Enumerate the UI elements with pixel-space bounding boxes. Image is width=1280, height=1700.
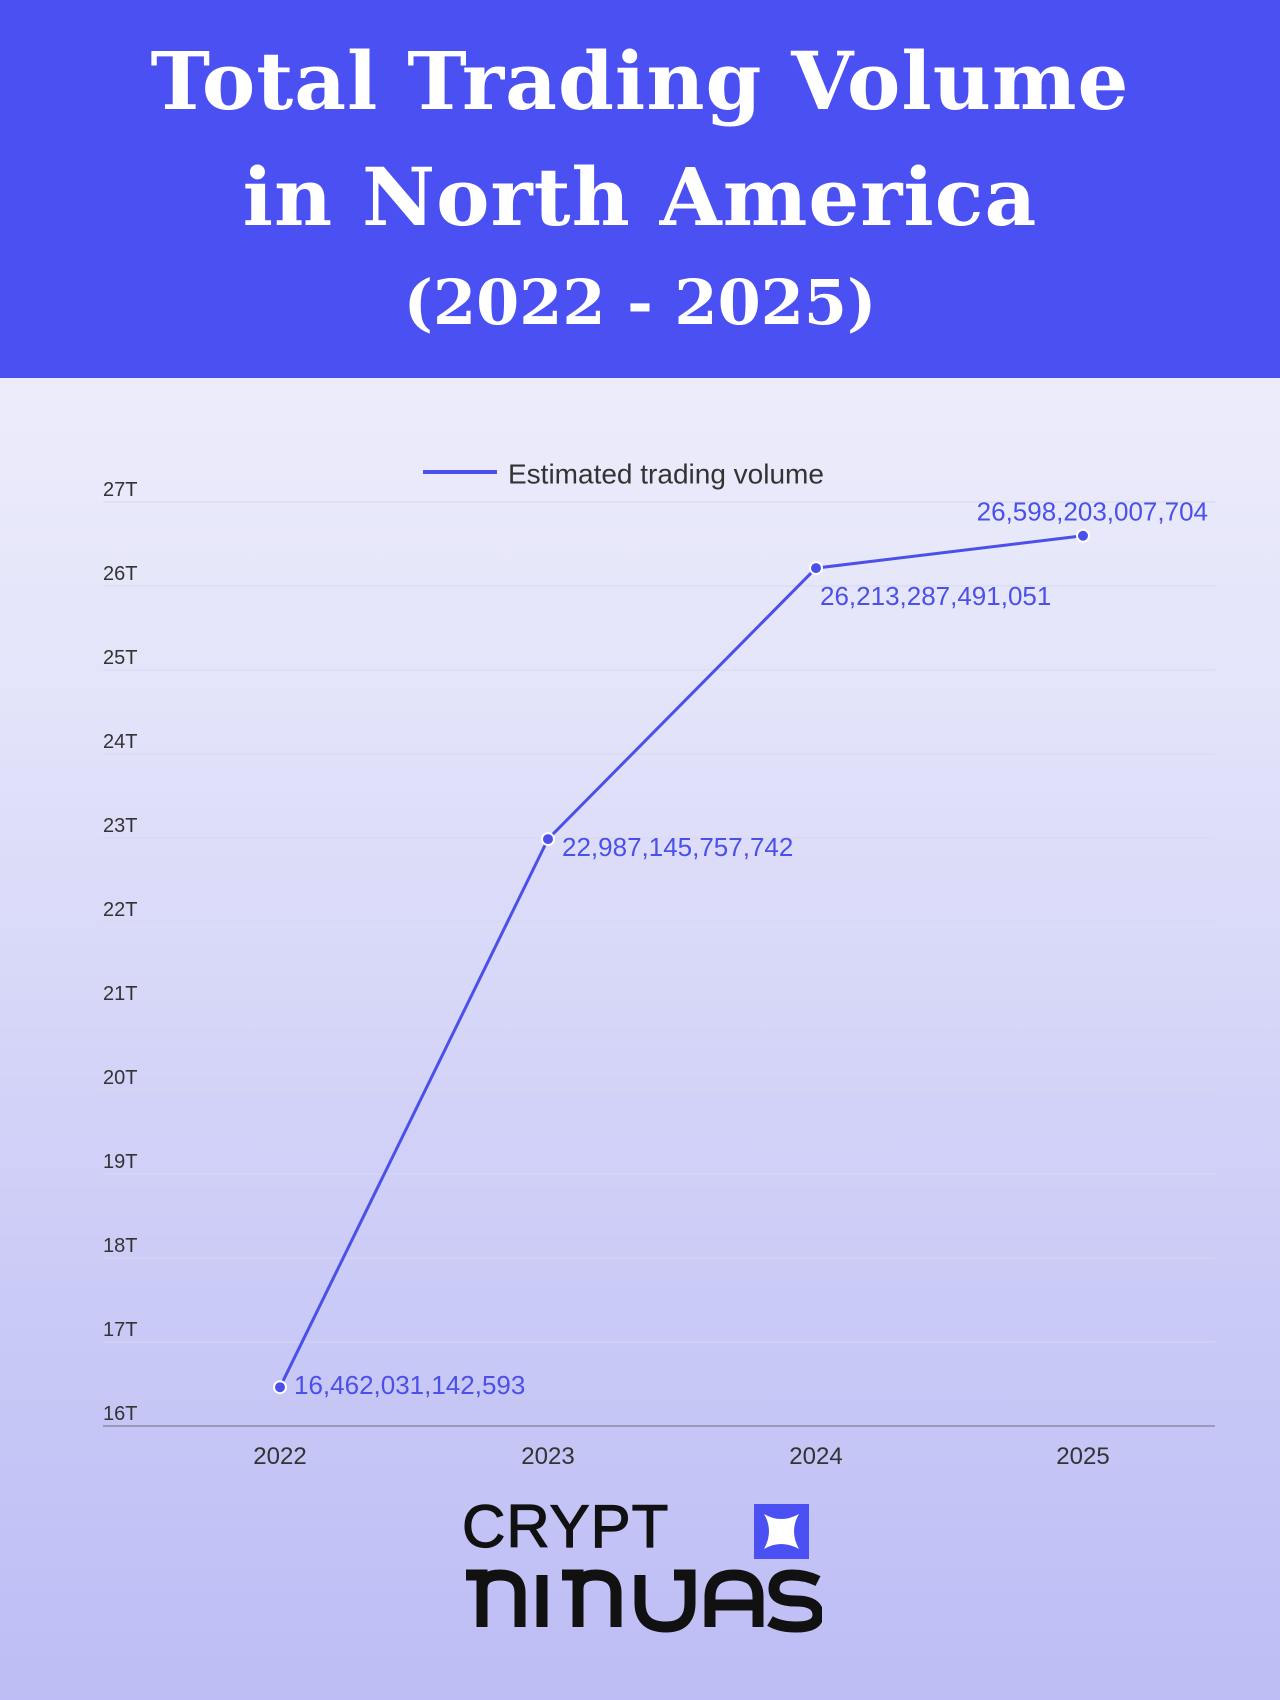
logo-wordmark-top: CRYPT xyxy=(461,1493,670,1560)
y-tick-label: 24T xyxy=(103,731,137,753)
x-tick-label: 2022 xyxy=(253,1443,306,1470)
data-label: 22,987,145,757,742 xyxy=(562,832,793,862)
x-axis-ticks: 2022 2023 2024 2025 xyxy=(253,1443,1109,1470)
title-years: (2022 - 2025) xyxy=(403,266,877,339)
y-tick-label: 26T xyxy=(103,563,137,585)
y-tick-label: 16T xyxy=(103,1403,137,1425)
legend: Estimated trading volume xyxy=(423,458,824,489)
line-chart: 16T 17T 18T 19T 20T 21T 22T 23T 24T 25T 26T 27T 202… xyxy=(103,458,1215,1470)
grid-lines xyxy=(103,501,1215,1427)
title-line-1: Total Trading Volume xyxy=(150,34,1130,128)
logo-shuriken-icon xyxy=(754,1504,809,1559)
x-tick-label: 2023 xyxy=(521,1443,574,1470)
data-point xyxy=(809,561,823,576)
y-tick-label: 23T xyxy=(103,815,137,837)
y-axis-ticks: 16T 17T 18T 19T 20T 21T 22T 23T 24T 25T 26T 27T xyxy=(103,479,137,1425)
x-tick-label: 2024 xyxy=(789,1443,842,1470)
data-labels: 16,462,031,142,593 22,987,145,757,742 26,2… xyxy=(294,497,1208,1400)
data-point xyxy=(1076,528,1090,543)
legend-label: Estimated trading volume xyxy=(508,458,824,489)
y-tick-label: 21T xyxy=(103,983,137,1005)
y-tick-label: 20T xyxy=(103,1067,137,1089)
y-tick-label: 22T xyxy=(103,899,137,921)
y-tick-label: 25T xyxy=(103,647,137,669)
data-label: 26,598,203,007,704 xyxy=(977,497,1208,527)
y-tick-label: 17T xyxy=(103,1319,137,1341)
title-line-2: in North America xyxy=(242,150,1038,244)
y-tick-label: 18T xyxy=(103,1235,137,1257)
data-label: 26,213,287,491,051 xyxy=(820,581,1051,611)
crypto-ninjas-logo: CRYPT xyxy=(461,1493,822,1637)
logo-wordmark-bottom xyxy=(466,1569,822,1633)
series-line xyxy=(278,534,1084,1388)
y-tick-label: 19T xyxy=(103,1151,137,1173)
data-point xyxy=(541,832,555,847)
series-estimated-trading-volume xyxy=(273,528,1090,1395)
y-tick-label: 27T xyxy=(103,479,137,501)
data-point xyxy=(273,1380,287,1395)
header-banner: Total Trading Volume in North America (2… xyxy=(0,0,1280,378)
data-label: 16,462,031,142,593 xyxy=(294,1370,525,1400)
x-tick-label: 2025 xyxy=(1056,1443,1109,1470)
